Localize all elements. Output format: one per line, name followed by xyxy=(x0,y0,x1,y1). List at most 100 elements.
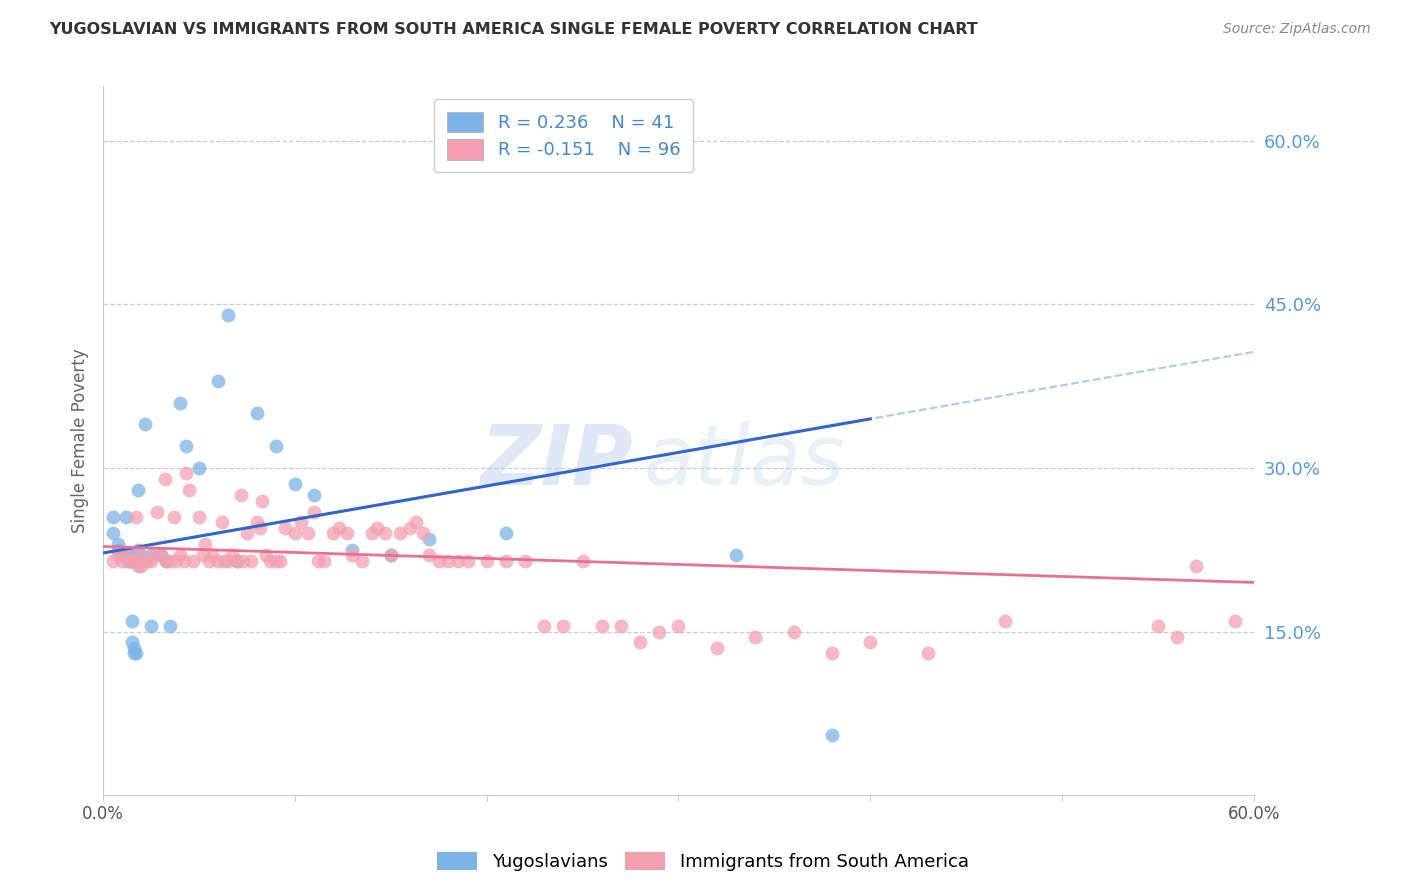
Point xyxy=(821,646,844,660)
Point xyxy=(249,521,271,535)
Point xyxy=(122,554,145,568)
Point xyxy=(174,467,197,481)
Point xyxy=(201,548,224,562)
Point xyxy=(231,488,253,502)
Point xyxy=(111,554,134,568)
Point xyxy=(312,554,335,568)
Point xyxy=(418,532,440,546)
Point xyxy=(269,554,291,568)
Point xyxy=(128,548,150,562)
Point xyxy=(571,554,593,568)
Point xyxy=(122,646,145,660)
Point xyxy=(127,559,149,574)
Point xyxy=(297,526,319,541)
Point xyxy=(366,521,388,535)
Point xyxy=(245,407,267,421)
Point xyxy=(610,619,633,633)
Point xyxy=(447,554,470,568)
Point xyxy=(131,554,153,568)
Point xyxy=(412,526,434,541)
Point xyxy=(437,554,460,568)
Point xyxy=(1147,619,1170,633)
Point xyxy=(284,526,307,541)
Point xyxy=(111,548,134,562)
Point xyxy=(360,526,382,541)
Text: ZIP: ZIP xyxy=(479,422,633,502)
Point xyxy=(121,554,143,568)
Point xyxy=(380,548,402,562)
Point xyxy=(457,554,479,568)
Point xyxy=(101,510,124,524)
Point xyxy=(290,516,312,530)
Point xyxy=(782,624,804,639)
Point xyxy=(1166,630,1188,644)
Point xyxy=(207,374,229,388)
Point xyxy=(495,554,517,568)
Legend: R = 0.236    N = 41, R = -0.151    N = 96: R = 0.236 N = 41, R = -0.151 N = 96 xyxy=(434,99,693,172)
Point xyxy=(188,510,211,524)
Y-axis label: Single Female Poverty: Single Female Poverty xyxy=(72,349,89,533)
Point xyxy=(328,521,350,535)
Point xyxy=(350,554,373,568)
Point xyxy=(302,505,325,519)
Point xyxy=(252,493,274,508)
Point xyxy=(179,483,201,497)
Point xyxy=(628,635,651,649)
Point xyxy=(121,635,143,649)
Point xyxy=(418,548,440,562)
Point xyxy=(821,728,844,742)
Point xyxy=(374,526,396,541)
Point xyxy=(668,619,690,633)
Point xyxy=(648,624,671,639)
Point xyxy=(226,554,249,568)
Point xyxy=(107,542,129,557)
Point xyxy=(127,542,149,557)
Point xyxy=(212,554,235,568)
Point xyxy=(232,554,254,568)
Point xyxy=(131,559,153,574)
Point xyxy=(591,619,613,633)
Text: YUGOSLAVIAN VS IMMIGRANTS FROM SOUTH AMERICA SINGLE FEMALE POVERTY CORRELATION C: YUGOSLAVIAN VS IMMIGRANTS FROM SOUTH AME… xyxy=(49,22,979,37)
Point xyxy=(322,526,344,541)
Legend: Yugoslavians, Immigrants from South America: Yugoslavians, Immigrants from South Amer… xyxy=(430,845,976,879)
Point xyxy=(146,505,169,519)
Point xyxy=(115,510,138,524)
Point xyxy=(380,548,402,562)
Point xyxy=(153,472,176,486)
Point xyxy=(139,548,162,562)
Point xyxy=(217,309,239,323)
Point xyxy=(165,554,187,568)
Point xyxy=(117,554,139,568)
Point xyxy=(159,619,181,633)
Point xyxy=(139,619,162,633)
Point xyxy=(217,554,239,568)
Point xyxy=(197,554,219,568)
Point xyxy=(191,548,214,562)
Point xyxy=(245,516,267,530)
Point xyxy=(149,548,172,562)
Point xyxy=(101,554,124,568)
Point xyxy=(336,526,359,541)
Point xyxy=(226,554,249,568)
Point xyxy=(553,619,575,633)
Point xyxy=(221,548,243,562)
Point xyxy=(239,554,262,568)
Point xyxy=(993,614,1015,628)
Point xyxy=(115,548,138,562)
Point xyxy=(125,646,148,660)
Point xyxy=(117,554,139,568)
Point xyxy=(139,554,162,568)
Point xyxy=(475,554,498,568)
Point xyxy=(1185,559,1208,574)
Point xyxy=(307,554,329,568)
Point xyxy=(427,554,450,568)
Point xyxy=(284,477,307,491)
Point xyxy=(159,554,181,568)
Point xyxy=(207,554,229,568)
Point xyxy=(194,537,217,551)
Point xyxy=(274,521,297,535)
Point xyxy=(495,526,517,541)
Point xyxy=(149,548,172,562)
Point xyxy=(302,488,325,502)
Point xyxy=(155,554,177,568)
